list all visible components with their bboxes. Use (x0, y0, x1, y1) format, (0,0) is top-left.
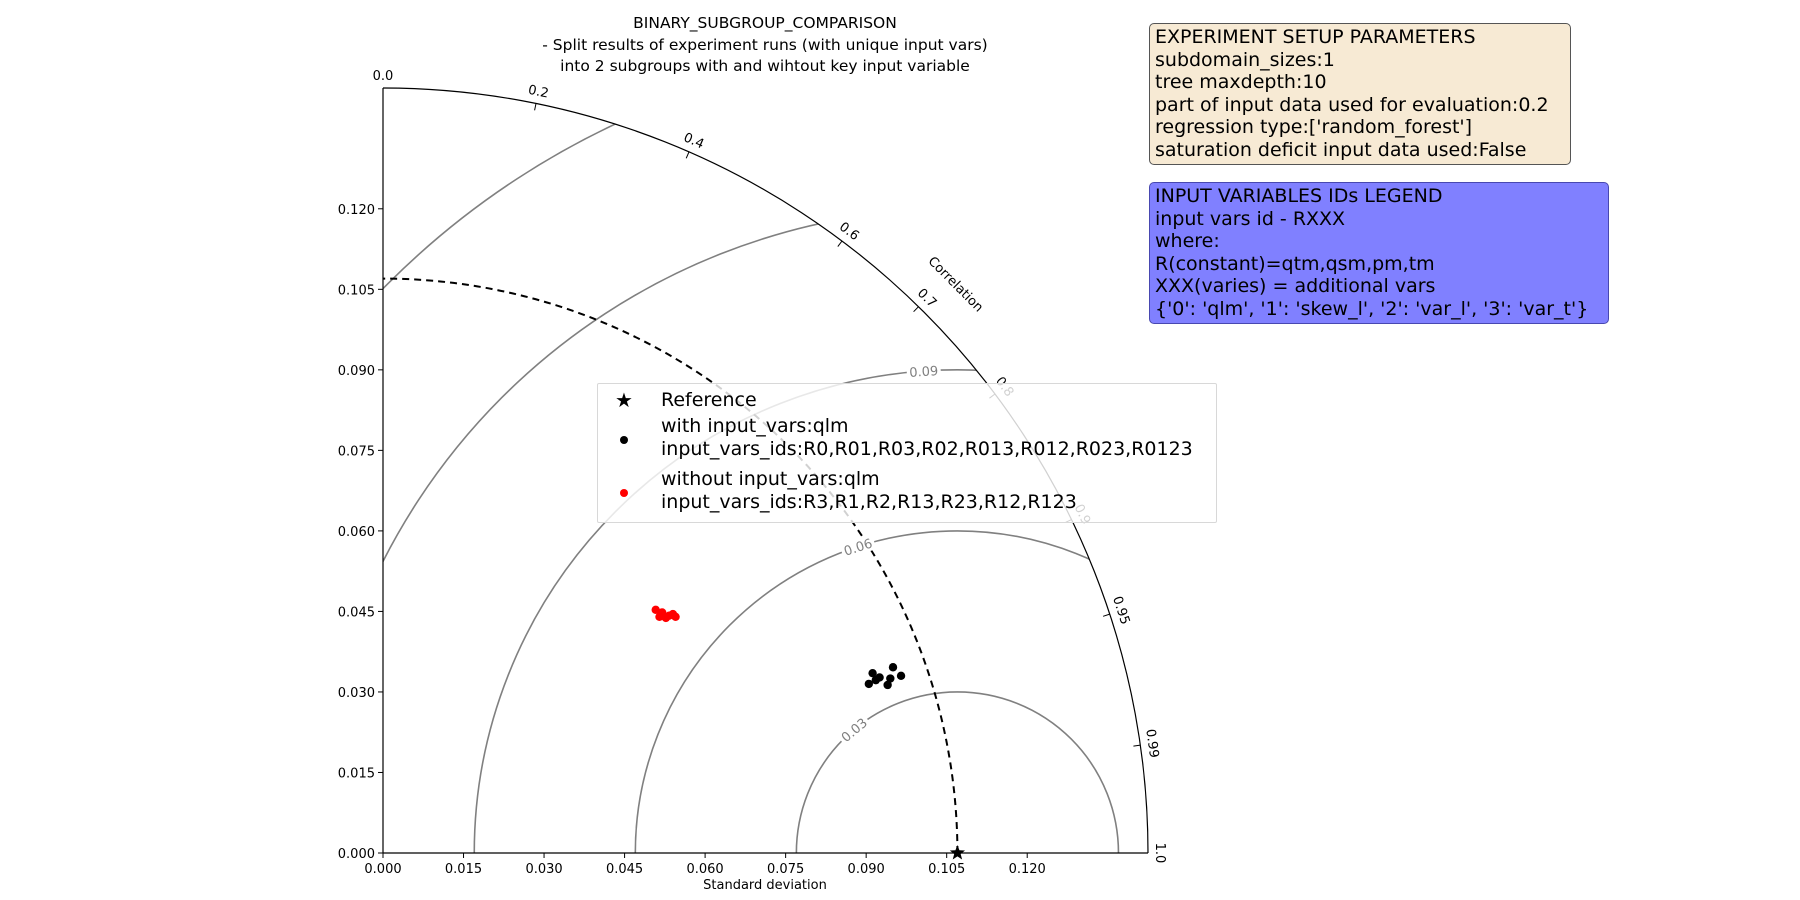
rms-label-bg (839, 533, 877, 560)
setup-line: saturation deficit input data used:False (1155, 138, 1527, 161)
legend-label-without-line-1: without input_vars:qlm (661, 468, 880, 490)
input-variables-ids-legend-box: INPUT VARIABLES IDs LEGEND input vars id… (1149, 182, 1609, 324)
ids-box-title: INPUT VARIABLES IDs LEGEND (1155, 185, 1443, 207)
data-point-with-qlm (864, 679, 874, 689)
correlation-tick-mark (1133, 744, 1141, 747)
reference-std-arc (382, 277, 959, 854)
rms-label-bg (906, 361, 942, 381)
x-tick-label: 0.015 (445, 862, 482, 877)
star-icon: ★ (615, 388, 633, 412)
x-tick-label: 0.045 (606, 862, 643, 877)
y-tick-label: 0.045 (338, 605, 375, 620)
legend-label-with-line-2: input_vars_ids:R0,R01,R03,R02,R013,R012,… (661, 438, 1193, 460)
correlation-tick-label: 0.4 (681, 130, 706, 152)
data-point-with-qlm (886, 674, 895, 683)
data-point-with-qlm (875, 673, 884, 682)
y-tick-label: 0.090 (338, 364, 375, 379)
correlation-tick-mark (913, 306, 919, 313)
rms-contour (795, 691, 1120, 853)
legend-label-with-line-1: with input_vars:qlm (661, 415, 849, 437)
data-point-without-qlm (651, 605, 660, 615)
correlation-tick-mark (685, 151, 690, 159)
ids-line: XXX(varies) = additional vars (1155, 275, 1436, 297)
correlation-tick-mark (1102, 613, 1110, 617)
black-dot-icon (612, 427, 636, 451)
x-axis-label: Standard deviation (703, 878, 827, 893)
rms-label-bg (835, 712, 873, 747)
correlation-tick-label: 0.99 (1142, 728, 1161, 759)
experiment-setup-box: EXPERIMENT SETUP PARAMETERS subdomain_si… (1149, 23, 1571, 165)
x-tick-label: 0.090 (848, 862, 885, 877)
reference-std-dashed-arc (382, 277, 959, 854)
legend-label-without-line-2: input_vars_ids:R3,R1,R2,R13,R23,R12,R123 (661, 491, 1077, 513)
correlation-tick-label: 0.2 (527, 83, 550, 102)
y-tick-label: 0.120 (338, 203, 375, 218)
outer-arc (382, 87, 1149, 854)
correlation-tick-label: 0.0 (373, 69, 394, 84)
x-tick-label: 0.075 (767, 862, 804, 877)
ids-line: input vars id - RXXX (1155, 207, 1346, 230)
x-tick-label: 0.060 (686, 862, 723, 877)
legend: ★ Reference with input_vars:qlm input_va… (597, 383, 1217, 523)
correlation-axis-label: Correlation (925, 254, 986, 315)
setup-line: regression type:['random_forest'] (1155, 116, 1473, 138)
data-points (651, 605, 966, 860)
setup-line: subdomain_sizes:1 (1155, 48, 1335, 71)
data-point-without-qlm (671, 612, 680, 621)
correlation-tick-label: 0.6 (836, 220, 862, 244)
x-tick-label: 0.000 (364, 862, 401, 877)
ids-line: where: (1155, 230, 1220, 252)
chart-title: BINARY_SUBGROUP_COMPARISON (633, 14, 897, 33)
x-tick-label: 0.030 (525, 862, 562, 877)
correlation-tick-label: 1.0 (1152, 843, 1167, 864)
data-point-with-qlm (883, 680, 892, 690)
data-point-with-qlm (888, 663, 898, 672)
data-point-with-qlm (868, 668, 877, 678)
x-tick-label: 0.105 (928, 862, 965, 877)
y-tick-label: 0.075 (338, 444, 375, 459)
x-tick-label: 0.120 (1009, 862, 1046, 877)
setup-line: tree maxdepth:10 (1155, 71, 1327, 93)
data-point-with-qlm (896, 671, 906, 681)
red-dot-icon (612, 480, 636, 504)
ids-line: {'0': 'qlm', '1': 'skew_l', '2': 'var_l'… (1155, 297, 1589, 320)
reference-star-marker (949, 845, 966, 860)
rms-contour (634, 530, 1148, 853)
chart-subtitle-line-2: into 2 subgroups with and wihtout key in… (560, 57, 970, 75)
y-tick-label: 0.000 (338, 847, 375, 862)
y-tick-label: 0.060 (338, 525, 375, 540)
setup-line: part of input data used for evaluation:0… (1155, 93, 1549, 116)
rms-contour (473, 369, 1148, 853)
legend-label-reference: Reference (661, 389, 757, 411)
diagram-frame (382, 87, 1149, 854)
setup-box-title: EXPERIMENT SETUP PARAMETERS (1155, 26, 1476, 48)
ids-line: R(constant)=qtm,qsm,pm,tm (1155, 252, 1435, 275)
correlation-tick-mark (837, 240, 843, 247)
rms-contour-label: 0.06 (842, 536, 874, 559)
chart-subtitle-line-1: - Split results of experiment runs (with… (542, 36, 987, 54)
y-tick-label: 0.105 (338, 283, 375, 298)
y-tick-label: 0.030 (338, 686, 375, 701)
correlation-tick-mark (534, 103, 537, 111)
y-tick-label: 0.015 (338, 766, 375, 781)
rms-contour-label: 0.09 (909, 364, 939, 381)
